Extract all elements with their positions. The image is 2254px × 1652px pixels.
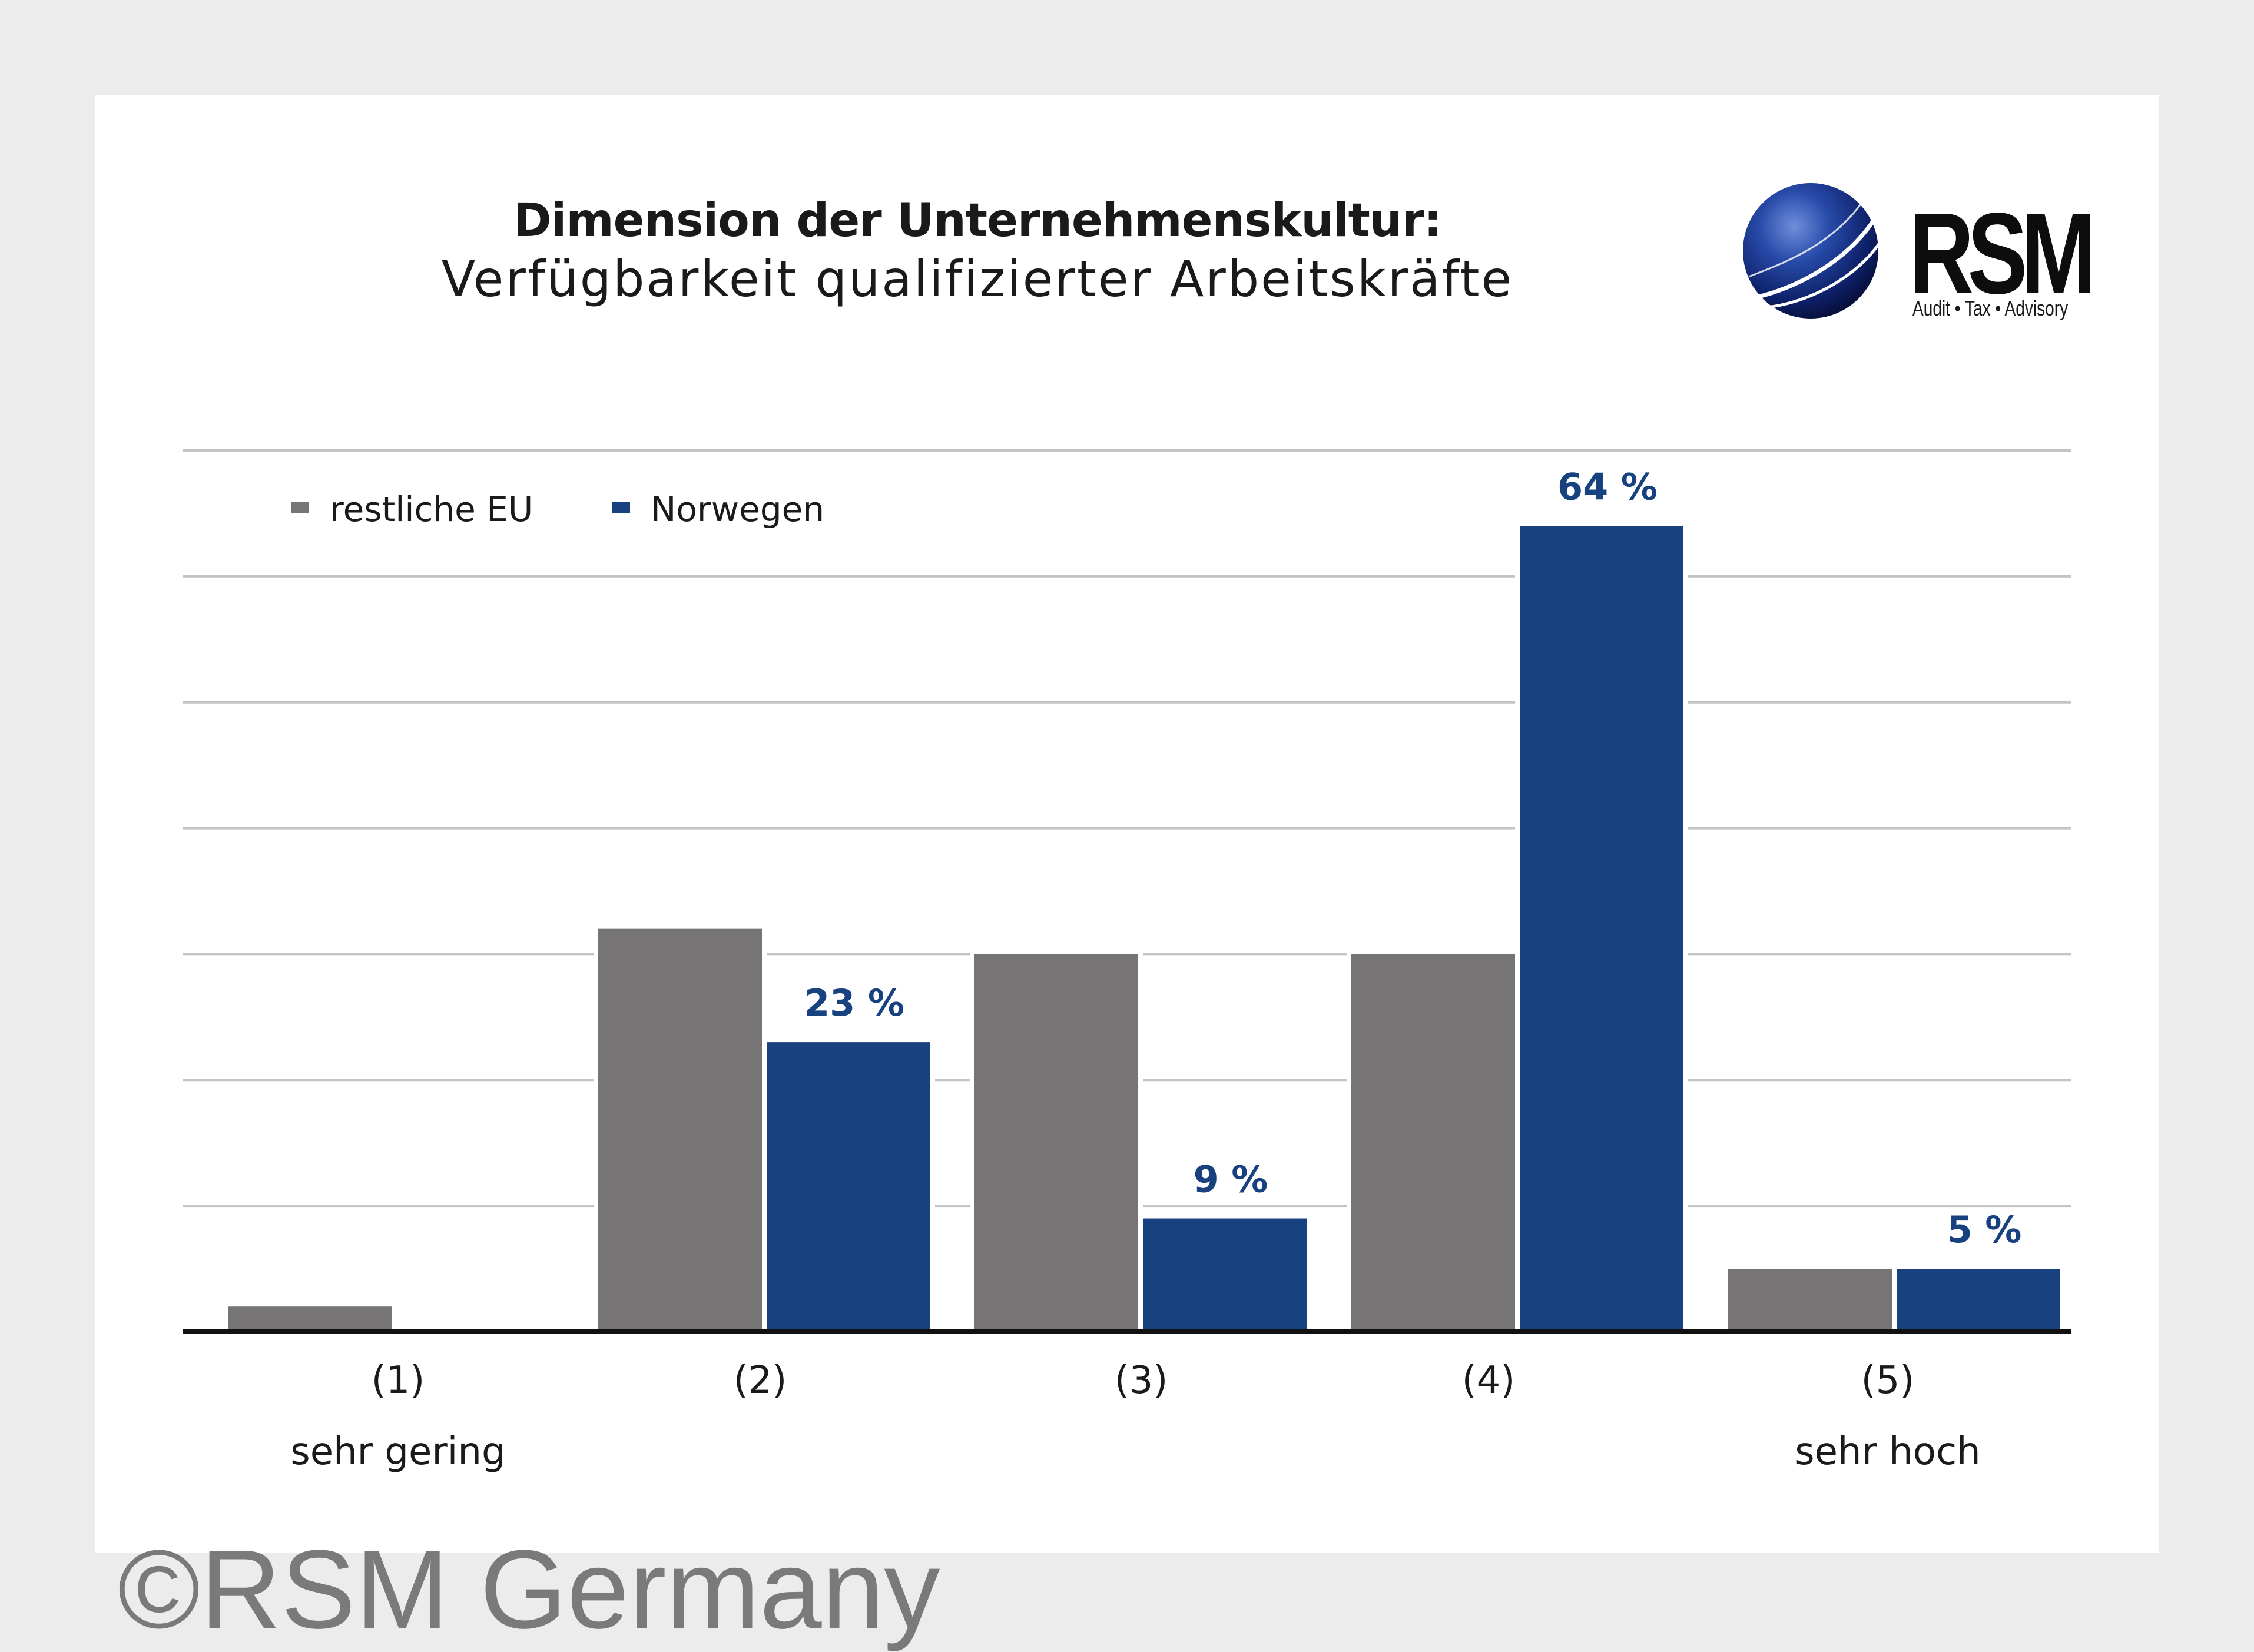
bar-norwegen-4	[1520, 526, 1683, 1330]
x-tick-label-3: (3)	[1115, 1359, 1168, 1402]
x-tick-label-2: (2)	[734, 1359, 787, 1402]
legend-swatch-norwegen	[612, 502, 630, 513]
data-label-norwegen-5: 5 %	[1947, 1208, 2022, 1251]
x-sublabel-5: sehr hoch	[1795, 1430, 1980, 1474]
logo-tagline: Audit • Tax • Advisory	[1912, 296, 2069, 320]
legend-label-restliche-eu: restliche EU	[330, 489, 533, 529]
x-tick-label-1: (1)	[372, 1359, 425, 1402]
bar-restliche-eu-4	[1351, 954, 1515, 1329]
bar-restliche-eu-1	[228, 1306, 392, 1329]
x-tick-label-4: (4)	[1462, 1359, 1516, 1402]
data-label-norwegen-4: 64 %	[1557, 465, 1658, 508]
bar-norwegen-2	[767, 1042, 930, 1329]
data-label-norwegen-3: 9 %	[1194, 1158, 1268, 1201]
x-tick-label-5: (5)	[1861, 1359, 1915, 1402]
bar-restliche-eu-5	[1728, 1269, 1892, 1329]
logo-wordmark: RSM	[1909, 189, 2096, 318]
data-label-norwegen-2: 23 %	[804, 981, 904, 1024]
chart-title: Dimension der Unternehmenskultur:	[513, 194, 1442, 247]
bar-restliche-eu-3	[974, 954, 1138, 1329]
rsm-globe-logo-icon	[1743, 183, 1886, 319]
copyright-watermark: ©RSM Germany	[118, 1527, 940, 1652]
bar-norwegen-5	[1897, 1269, 2060, 1329]
legend-swatch-restliche-eu	[291, 502, 309, 513]
x-sublabel-1: sehr gering	[290, 1430, 505, 1474]
legend: restliche EU Norwegen	[291, 489, 824, 529]
bar-norwegen-3	[1143, 1218, 1307, 1329]
chart-subtitle: Verfügbarkeit qualifizierter Arbeitskräf…	[441, 250, 1514, 308]
legend-label-norwegen: Norwegen	[651, 489, 824, 529]
bar-restliche-eu-2	[598, 928, 762, 1329]
